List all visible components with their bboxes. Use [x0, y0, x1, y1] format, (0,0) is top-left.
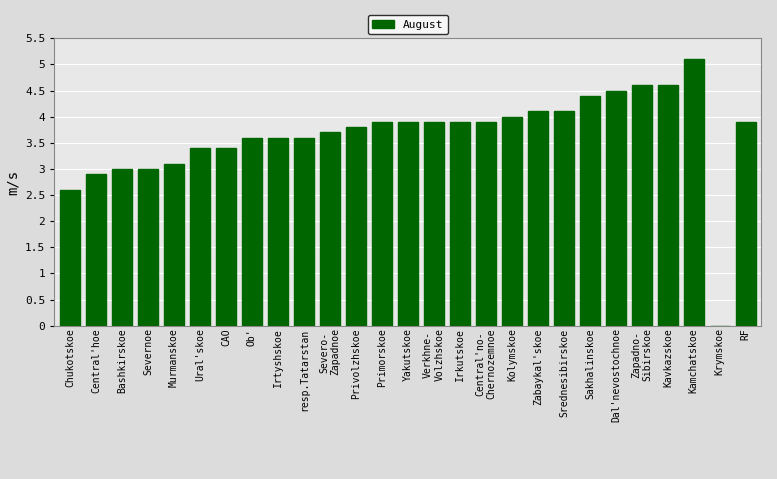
Bar [294, 137, 314, 326]
Bar [216, 148, 235, 326]
Bar [242, 137, 262, 326]
Bar [86, 174, 106, 326]
Bar [320, 132, 340, 326]
Bar [580, 96, 600, 326]
Bar [347, 127, 366, 326]
Bar [658, 85, 678, 326]
Bar [424, 122, 444, 326]
Bar [684, 59, 704, 326]
Bar [398, 122, 418, 326]
Bar [606, 91, 625, 326]
Bar [372, 122, 392, 326]
Bar [528, 112, 548, 326]
Bar [450, 122, 469, 326]
Bar [554, 112, 573, 326]
Bar [190, 148, 210, 326]
Bar [138, 169, 158, 326]
Bar [112, 169, 132, 326]
Bar [632, 85, 652, 326]
Bar [502, 117, 521, 326]
Bar [736, 122, 755, 326]
Bar [61, 190, 80, 326]
Y-axis label: m/s: m/s [5, 170, 19, 194]
Bar [476, 122, 496, 326]
Bar [268, 137, 287, 326]
Legend: August: August [368, 15, 448, 34]
Bar [164, 164, 183, 326]
